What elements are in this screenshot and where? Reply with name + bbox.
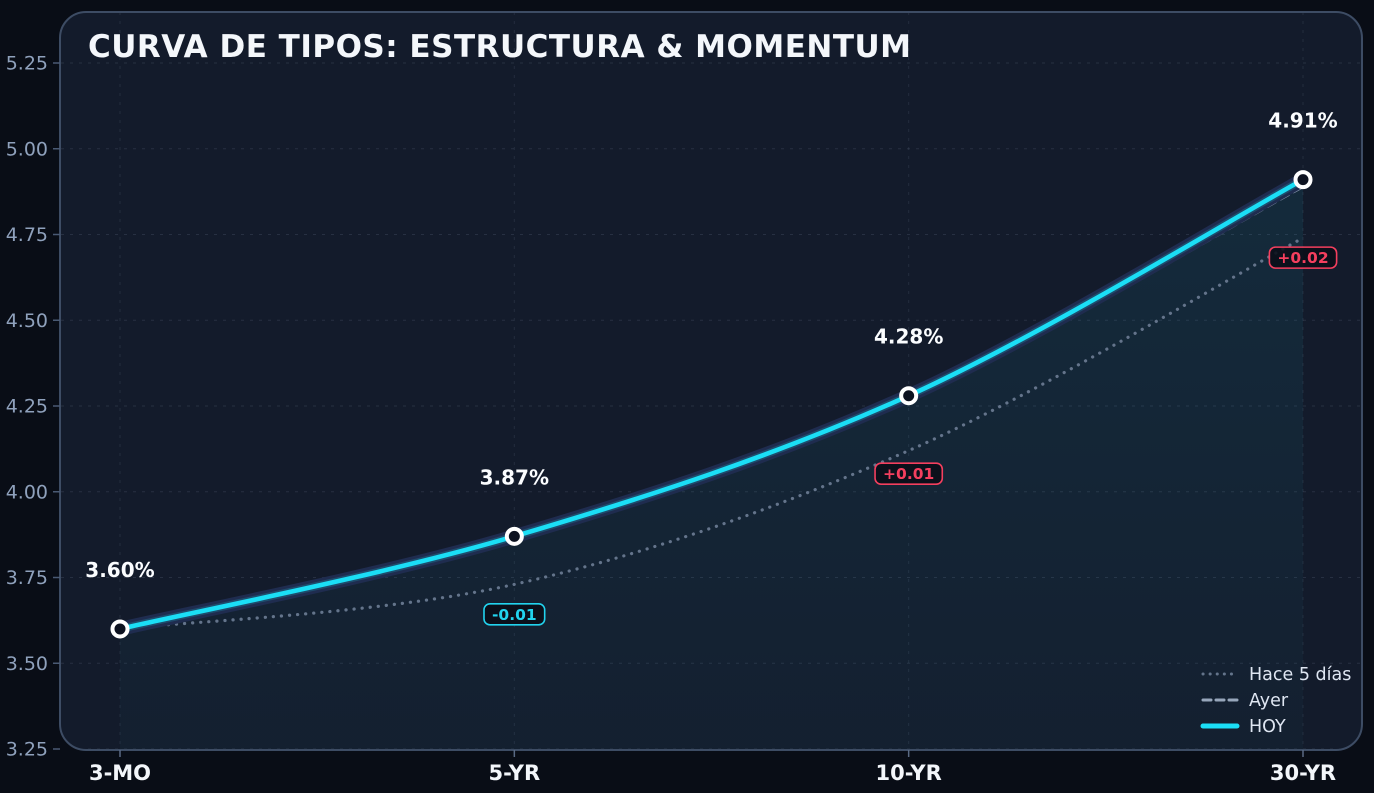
x-tick-label-5-yr: 5-YR	[489, 761, 541, 785]
delta-badge-box	[1268, 246, 1338, 269]
y-tick-label: 5.00	[6, 138, 48, 160]
point-marker-5-yr[interactable]	[504, 526, 524, 546]
y-tick-label: 5.25	[6, 53, 48, 75]
legend-item-hoy[interactable]: HOY	[1200, 717, 1286, 737]
x-tick-label-3-mo: 3-MO	[89, 761, 151, 785]
legend-item-hace-5-dias[interactable]: Hace 5 días	[1201, 665, 1351, 685]
delta-badge-10-yr: +0.01	[874, 462, 944, 486]
series-line-hoy	[117, 177, 1306, 632]
area-fill-hoy	[120, 179, 1303, 749]
y-tick-label: 3.50	[6, 653, 48, 675]
series-line-hace-5-dias	[118, 236, 1305, 631]
point-label-5-yr: 3.87%	[480, 465, 549, 489]
y-tick-label: 3.75	[6, 567, 48, 589]
legend: Hace 5 días Ayer HOY	[1200, 665, 1351, 737]
series-lines	[113, 172, 1310, 749]
y-tick-label: 4.75	[6, 224, 48, 246]
y-tick-label: 4.50	[6, 310, 48, 332]
axes: 3.25 3.50 3.75 4.00 4.25 4.50 4.75 5.00 5.25 3-MO…	[6, 53, 1336, 786]
delta-badge-5-yr: -0.01	[483, 603, 546, 626]
legend-item-ayer[interactable]: Ayer	[1201, 691, 1289, 711]
point-label-30-yr: 4.91%	[1268, 109, 1337, 133]
chart-panel-border	[59, 11, 1363, 751]
delta-badge-text: -0.01	[492, 606, 537, 624]
delta-badge-text: +0.01	[883, 465, 934, 483]
point-label-10-yr: 4.28%	[874, 325, 943, 349]
y-tick-label: 3.25	[6, 739, 48, 761]
chart-title: CURVA DE TIPOS: ESTRUCTURA & MOMENTUM	[88, 29, 912, 65]
point-marker-10-yr[interactable]	[899, 386, 919, 406]
x-tick-label-30-yr: 30-YR	[1270, 761, 1336, 785]
legend-label: Hace 5 días	[1249, 665, 1351, 685]
legend-label: Ayer	[1249, 691, 1289, 711]
delta-badge-box	[874, 462, 944, 486]
y-tick-label: 4.00	[6, 481, 48, 503]
annotations: 3.60% 3.87% 4.28% 4.91% -0.01 +0.01 +0.02	[85, 109, 1338, 639]
delta-badge-box	[483, 603, 546, 626]
legend-label: HOY	[1249, 717, 1286, 737]
delta-badge-30-yr: +0.02	[1268, 246, 1338, 269]
delta-badge-text: +0.02	[1277, 249, 1328, 267]
point-marker-30-yr[interactable]	[1293, 170, 1313, 190]
y-tick-label: 4.25	[6, 396, 48, 418]
x-tick-label-10-yr: 10-YR	[876, 761, 942, 785]
point-marker-3-mo[interactable]	[110, 619, 130, 639]
point-label-3-mo: 3.60%	[85, 558, 154, 582]
